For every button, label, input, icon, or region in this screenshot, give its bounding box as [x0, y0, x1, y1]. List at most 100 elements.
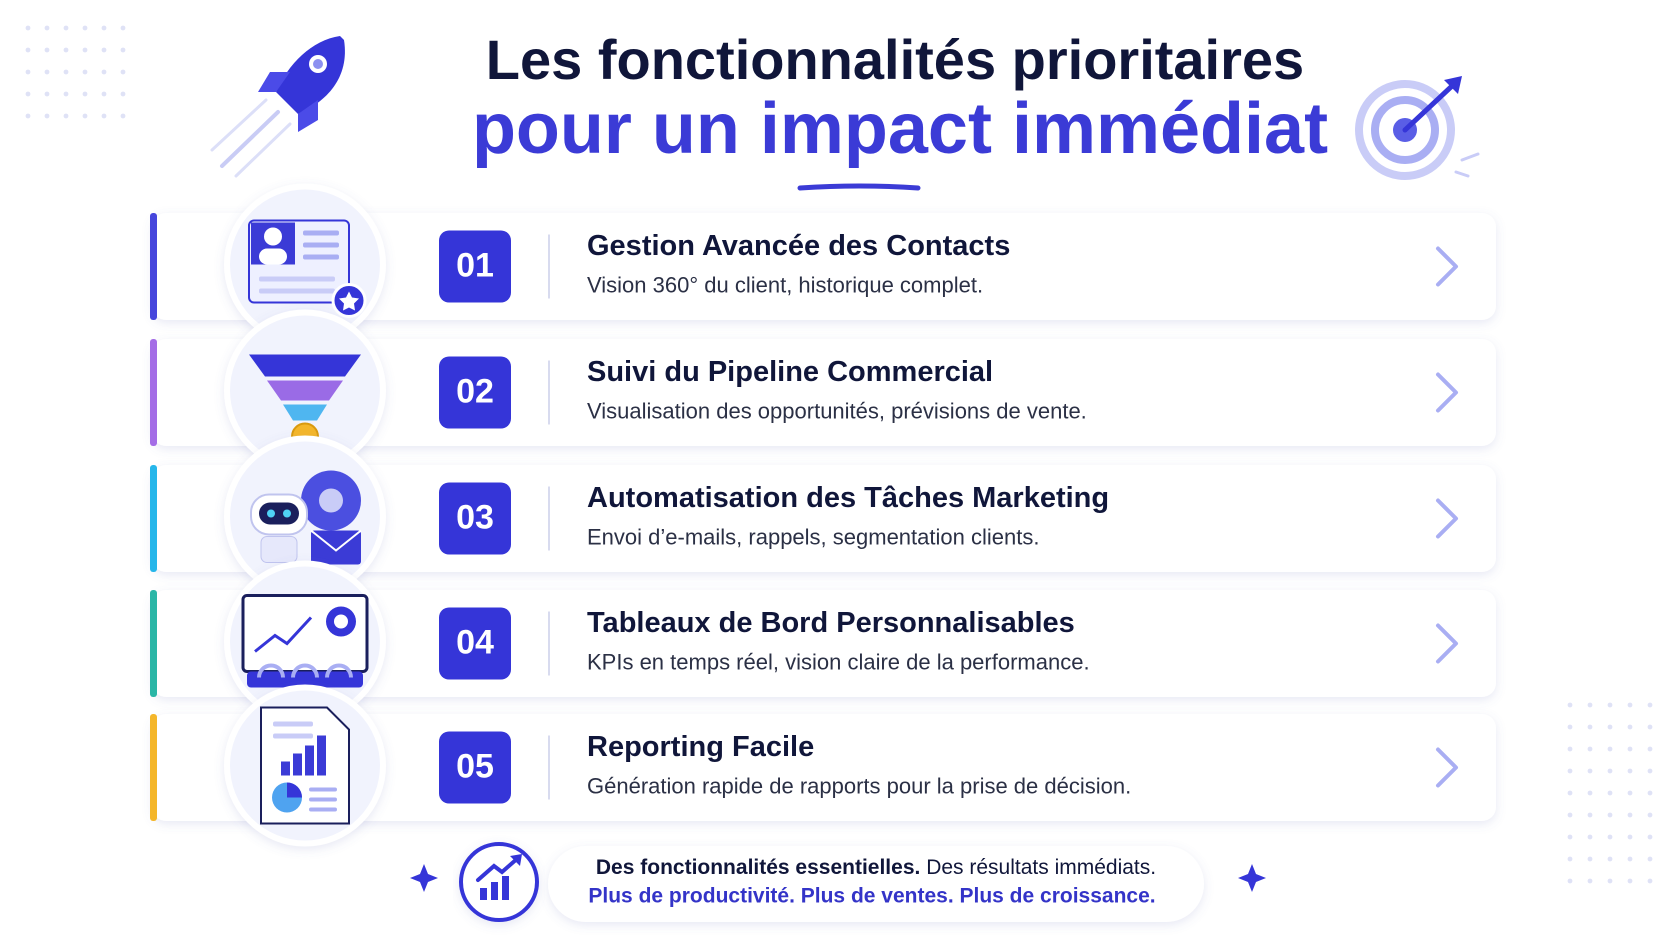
dot: [25, 47, 31, 53]
number-badge: [439, 607, 511, 680]
dot: [1587, 702, 1593, 708]
icon-part: [259, 288, 335, 294]
footer-rest: Des résultats immédiats.: [926, 856, 1156, 879]
feature-title: Suivi du Pipeline Commercial: [587, 356, 993, 388]
number: 05: [456, 747, 494, 785]
icon-part: [303, 254, 339, 260]
dot: [1607, 856, 1613, 862]
footer-pill: [548, 846, 1204, 922]
dot: [1567, 724, 1573, 730]
dot: [1587, 768, 1593, 774]
chevron: [1436, 747, 1458, 788]
number-badge: [439, 356, 511, 429]
dot: [1647, 834, 1653, 840]
accent-bar: [150, 590, 157, 697]
decor-dots: [25, 25, 1653, 884]
icon-part: [303, 230, 339, 236]
dot: [1587, 812, 1593, 818]
dot: [44, 25, 50, 31]
dot: [1647, 702, 1653, 708]
dot: [63, 113, 69, 119]
feature-title: Reporting Facile: [587, 731, 814, 763]
dot: [120, 113, 126, 119]
dot: [25, 69, 31, 75]
dot: [1567, 856, 1573, 862]
dot: [1587, 746, 1593, 752]
dot: [44, 113, 50, 119]
dot: [1567, 702, 1573, 708]
feature-description: Vision 360° du client, historique comple…: [587, 272, 983, 297]
number-badge: [439, 731, 511, 804]
dot: [44, 69, 50, 75]
feature-title: Automatisation des Tâches Marketing: [587, 482, 1109, 514]
number-badge: [439, 482, 511, 555]
chevron: [1436, 372, 1458, 413]
growth-icon: [459, 842, 539, 922]
dot: [1647, 878, 1653, 884]
number: 01: [456, 246, 494, 284]
dot: [120, 47, 126, 53]
icon-part: [309, 797, 337, 802]
chevron: [1436, 246, 1458, 287]
dot: [25, 91, 31, 97]
dot: [25, 25, 31, 31]
accent-bar: [150, 465, 157, 572]
dot: [44, 91, 50, 97]
icon-part: [281, 761, 290, 776]
feature-description: Envoi d’e-mails, rappels, segmentation c…: [587, 524, 1039, 549]
accent-bar: [150, 213, 157, 320]
feature-row: 03 Automatisation des Tâches Marketing Env…: [150, 435, 1496, 598]
chevron: [1436, 498, 1458, 539]
feature-description: KPIs en temps réel, vision claire de la …: [587, 649, 1090, 674]
dot: [82, 47, 88, 53]
icon-part: [259, 248, 287, 265]
dot: [120, 69, 126, 75]
dot: [1647, 746, 1653, 752]
growth-icon-bars: [476, 854, 522, 900]
feature-description: Visualisation des opportunités, prévisio…: [587, 398, 1087, 423]
icon-part: [257, 663, 285, 678]
feature-row: 05 Reporting Facile Génération rapide de r…: [150, 684, 1496, 847]
icon-part: [267, 509, 275, 518]
dot: [44, 47, 50, 53]
icon-part: [287, 782, 302, 798]
icon-part: [273, 721, 313, 727]
number: 03: [456, 498, 494, 536]
icon-part: [283, 404, 327, 421]
icon-part: [260, 536, 298, 563]
icon-part: [310, 529, 362, 552]
sparkle: [1238, 864, 1266, 892]
dot: [120, 25, 126, 31]
rocket-icon: [210, 36, 345, 178]
icon-part: [291, 663, 319, 678]
dot: [1607, 812, 1613, 818]
dot: [1567, 834, 1573, 840]
dot: [1647, 724, 1653, 730]
dot: [1607, 702, 1613, 708]
dot: [1567, 878, 1573, 884]
dot: [1567, 746, 1573, 752]
dot: [1607, 724, 1613, 730]
dot: [1567, 790, 1573, 796]
dot: [63, 47, 69, 53]
icon-part: [267, 380, 343, 401]
icon-part: [303, 242, 339, 248]
icon-part: [254, 616, 313, 653]
icon-part: [259, 276, 335, 282]
feature-row: 02 Suivi du Pipeline Commercial Visualisat…: [150, 309, 1496, 472]
sparkle: [410, 864, 438, 892]
dot: [1627, 790, 1633, 796]
dot: [82, 69, 88, 75]
dot: [101, 47, 107, 53]
dot: [1567, 812, 1573, 818]
dot: [1627, 768, 1633, 774]
icon-part: [334, 614, 348, 629]
dot: [1627, 856, 1633, 862]
dot: [1647, 856, 1653, 862]
dot: [1587, 856, 1593, 862]
dot: [63, 25, 69, 31]
feature-icon: [249, 354, 361, 451]
icon-part: [283, 509, 291, 518]
dot: [1647, 790, 1653, 796]
